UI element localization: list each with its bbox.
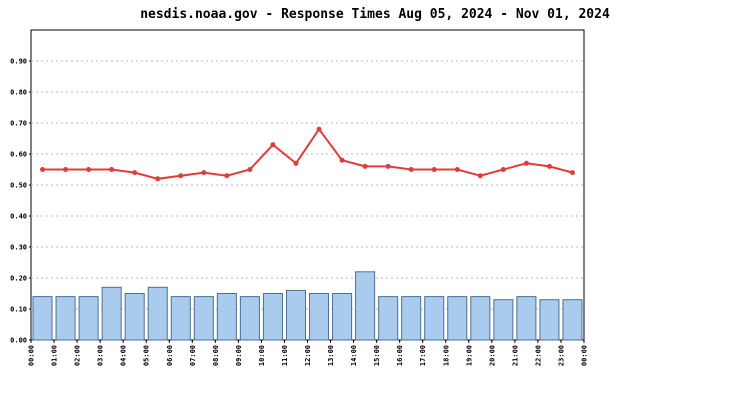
- line-point: [201, 170, 207, 176]
- y-tick-label: 0.30: [10, 244, 27, 252]
- x-tick-label: 15:00: [373, 345, 381, 366]
- x-tick-label: 23:00: [557, 345, 565, 366]
- x-tick-label: 06:00: [166, 345, 174, 366]
- bar: [124, 293, 145, 341]
- x-tick-label: 00:00: [581, 345, 589, 366]
- bar: [470, 296, 491, 341]
- bar: [309, 293, 330, 341]
- line-point: [178, 173, 184, 179]
- x-tick-label: 16:00: [396, 345, 404, 366]
- x-tick-label: 18:00: [442, 345, 450, 366]
- x-tick-label: 03:00: [97, 345, 105, 366]
- line-point: [431, 167, 437, 172]
- bar: [562, 299, 583, 341]
- line-point: [500, 167, 506, 172]
- line-point: [109, 167, 115, 172]
- x-tick-label: 20:00: [488, 345, 496, 366]
- x-tick-label: 04:00: [120, 345, 128, 366]
- x-tick-label: 11:00: [281, 345, 289, 366]
- bar: [539, 299, 560, 341]
- bar: [193, 296, 214, 341]
- line-point: [270, 142, 276, 148]
- line-point: [40, 167, 46, 172]
- y-tick-label: 0.40: [10, 213, 27, 221]
- line-point: [247, 167, 253, 172]
- x-tick-label: 14:00: [350, 345, 358, 366]
- x-tick-label: 08:00: [212, 345, 220, 366]
- bar: [78, 296, 99, 341]
- x-tick-label: 17:00: [419, 345, 427, 366]
- line-point: [224, 173, 230, 179]
- bar: [55, 296, 76, 341]
- x-tick-label: 19:00: [465, 345, 473, 366]
- line-point: [569, 170, 575, 176]
- x-tick-label: 12:00: [304, 345, 312, 366]
- y-tick-label: 0.70: [10, 120, 27, 128]
- bar: [262, 293, 283, 341]
- line-point: [155, 176, 161, 182]
- x-tick-label: 09:00: [235, 345, 243, 366]
- x-tick-label: 13:00: [327, 345, 335, 366]
- line-point: [63, 167, 69, 172]
- line-point: [362, 163, 368, 169]
- bar: [447, 296, 468, 341]
- x-tick-label: 05:00: [143, 345, 151, 366]
- bar: [424, 296, 445, 341]
- x-tick-label: 01:00: [51, 345, 59, 366]
- bar: [378, 296, 399, 341]
- x-tick-label: 00:00: [28, 345, 36, 366]
- bar: [101, 286, 122, 341]
- bar: [332, 293, 353, 341]
- y-tick-label: 0.90: [10, 58, 27, 66]
- x-tick-label: 10:00: [258, 345, 266, 366]
- bar: [516, 296, 537, 341]
- line-point: [293, 160, 299, 166]
- bar: [216, 293, 237, 341]
- y-tick-label: 0.20: [10, 275, 27, 283]
- line-point: [132, 170, 138, 176]
- line-point: [477, 173, 483, 179]
- bar: [147, 286, 168, 341]
- y-tick-label: 0.10: [10, 306, 27, 314]
- x-tick-label: 07:00: [189, 345, 197, 366]
- line-point: [408, 167, 414, 172]
- line-point: [339, 157, 345, 163]
- bar: [239, 296, 260, 341]
- x-tick-label: 02:00: [74, 345, 82, 366]
- bar: [32, 296, 53, 341]
- bar: [401, 296, 422, 341]
- line-point: [316, 126, 322, 132]
- chart-title: nesdis.noaa.gov - Response Times Aug 05,…: [140, 7, 610, 22]
- y-tick-label: 0.80: [10, 89, 27, 97]
- line-point: [86, 167, 92, 172]
- y-tick-label: 0.00: [10, 337, 27, 345]
- bar: [493, 299, 514, 341]
- y-tick-label: 0.50: [10, 182, 27, 190]
- bar: [285, 289, 307, 341]
- line-point: [523, 160, 529, 166]
- bar: [355, 271, 376, 341]
- line-point: [385, 163, 391, 169]
- x-tick-label: 21:00: [511, 345, 519, 366]
- y-tick-label: 0.60: [10, 151, 27, 159]
- x-tick-label: 22:00: [534, 345, 542, 366]
- bar: [170, 296, 191, 341]
- line: [42, 127, 573, 180]
- line-point: [546, 163, 552, 169]
- line-point: [454, 167, 460, 172]
